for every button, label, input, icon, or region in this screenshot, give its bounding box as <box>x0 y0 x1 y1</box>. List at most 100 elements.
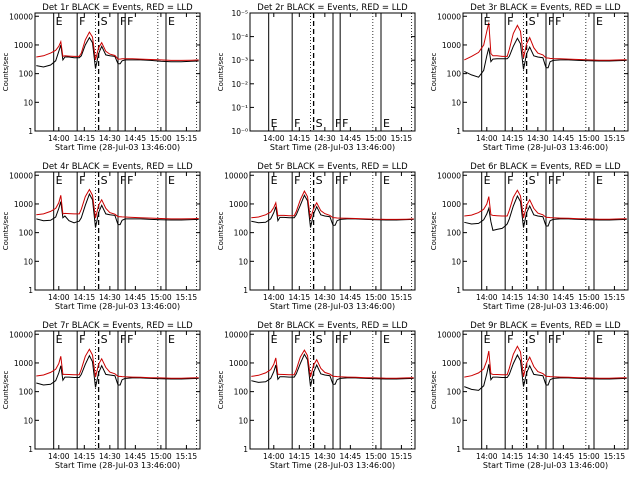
marker-label-f: F <box>555 174 561 187</box>
marker-label-f: F <box>79 15 85 28</box>
marker-label-f: F <box>79 174 85 187</box>
plot-frame <box>462 171 629 291</box>
marker-label-e: E <box>168 333 175 346</box>
marker-label-e: E <box>484 15 491 28</box>
marker-label-e: E <box>56 333 63 346</box>
x-tick-label: 14:15 <box>502 134 524 143</box>
y-tick-label: 1 <box>28 286 33 295</box>
x-tick-label: 15:15 <box>604 134 626 143</box>
x-tick-label: 15:15 <box>604 452 626 461</box>
marker-label-f: F <box>507 15 513 28</box>
x-tick-label: 15:15 <box>391 134 413 143</box>
marker-label-e: E <box>484 174 491 187</box>
x-tick-label: 14:45 <box>340 452 362 461</box>
y-tick-label: 10⁻¹ <box>231 103 248 112</box>
y-tick-label: 10⁻³ <box>231 56 248 65</box>
y-tick-label: 10000 <box>9 12 33 21</box>
x-tick-label: 14:00 <box>476 293 498 302</box>
x-tick-label: 14:15 <box>502 452 524 461</box>
plot-frame <box>249 171 416 291</box>
y-tick-label: 10 <box>238 257 248 266</box>
series-line-lld <box>251 190 414 220</box>
panel-title: Det 8r BLACK = Events, RED = LLD <box>257 321 408 331</box>
x-tick-label: 15:15 <box>176 134 198 143</box>
x-tick-label: 14:00 <box>476 134 498 143</box>
x-axis-label: Start Time (28-Jul-03 13:46:00) <box>270 302 395 311</box>
y-axis-label: Counts/sec <box>2 212 10 251</box>
panel-title: Det 9r BLACK = Events, RED = LLD <box>470 321 621 331</box>
marker-label-f: F <box>507 174 513 187</box>
y-tick-label: 100 <box>19 388 34 397</box>
marker-label-s: S <box>316 174 323 187</box>
series-line-lld <box>464 345 627 379</box>
panel-title: Det 3r BLACK = Events, RED = LLD <box>470 3 621 13</box>
y-tick-label: 1 <box>243 445 248 454</box>
x-tick-label: 15:15 <box>391 293 413 302</box>
y-tick-label: 100 <box>447 70 462 79</box>
y-tick-label: 1 <box>28 127 33 136</box>
plot-area <box>464 13 627 131</box>
x-tick-label: 15:00 <box>578 134 600 143</box>
y-tick-label: 10⁻⁵ <box>231 9 248 18</box>
x-tick-label: 14:30 <box>527 452 549 461</box>
plot-frame <box>462 12 629 132</box>
y-tick-label: 1000 <box>14 41 33 50</box>
y-axis-label: Counts/sec <box>217 53 225 92</box>
y-tick-label: 10 <box>451 416 461 425</box>
y-axis-label: Counts/sec <box>217 371 225 410</box>
marker-label-e: E <box>596 333 603 346</box>
marker-label-s: S <box>101 174 108 187</box>
y-tick-label: 10⁻⁰ <box>231 127 248 136</box>
y-tick-label: 1 <box>456 445 461 454</box>
y-axis-label: Counts/sec <box>2 371 10 410</box>
plot-area <box>36 331 199 449</box>
y-axis-label: Counts/sec <box>217 212 225 251</box>
x-tick-label: 14:15 <box>502 293 524 302</box>
y-tick-label: 100 <box>447 229 462 238</box>
marker-label-e: E <box>271 117 278 130</box>
series-line-events <box>464 353 627 391</box>
x-tick-label: 15:00 <box>365 293 387 302</box>
panel-title: Det 2r BLACK = Events, RED = LLD <box>257 3 408 13</box>
x-tick-label: 14:15 <box>289 293 311 302</box>
series-line-lld <box>464 189 627 220</box>
y-tick-label: 10 <box>451 98 461 107</box>
y-tick-label: 10000 <box>9 171 33 180</box>
series-line-lld <box>36 31 199 61</box>
y-tick-label: 10⁻² <box>231 80 248 89</box>
x-tick-label: 14:15 <box>74 134 96 143</box>
series-line-events <box>464 194 627 232</box>
plot-frame <box>34 330 201 450</box>
y-axis-label: Counts/sec <box>2 53 10 92</box>
marker-label-e: E <box>596 15 603 28</box>
marker-label-s: S <box>101 333 108 346</box>
y-tick-label: 10000 <box>224 330 248 339</box>
x-tick-label: 14:30 <box>527 293 549 302</box>
marker-label-s: S <box>529 174 536 187</box>
x-tick-label: 14:30 <box>99 134 121 143</box>
panel-title: Det 6r BLACK = Events, RED = LLD <box>470 162 621 172</box>
y-tick-label: 1000 <box>229 200 248 209</box>
plot-frame <box>249 330 416 450</box>
series-line-events <box>251 194 414 228</box>
x-tick-label: 14:00 <box>48 452 70 461</box>
x-tick-label: 15:00 <box>150 134 172 143</box>
y-tick-label: 10 <box>451 257 461 266</box>
plot-area <box>464 331 627 449</box>
series-line-lld <box>464 22 627 61</box>
marker-label-f: F <box>335 333 341 346</box>
x-axis-label: Start Time (28-Jul-03 13:46:00) <box>55 143 180 152</box>
x-tick-label: 14:00 <box>476 452 498 461</box>
x-tick-label: 14:45 <box>553 452 575 461</box>
x-tick-label: 14:15 <box>289 452 311 461</box>
y-axis-label: Counts/sec <box>430 371 438 410</box>
x-tick-label: 14:45 <box>340 134 362 143</box>
plot-frame <box>249 12 416 132</box>
y-axis-label: Counts/sec <box>430 53 438 92</box>
